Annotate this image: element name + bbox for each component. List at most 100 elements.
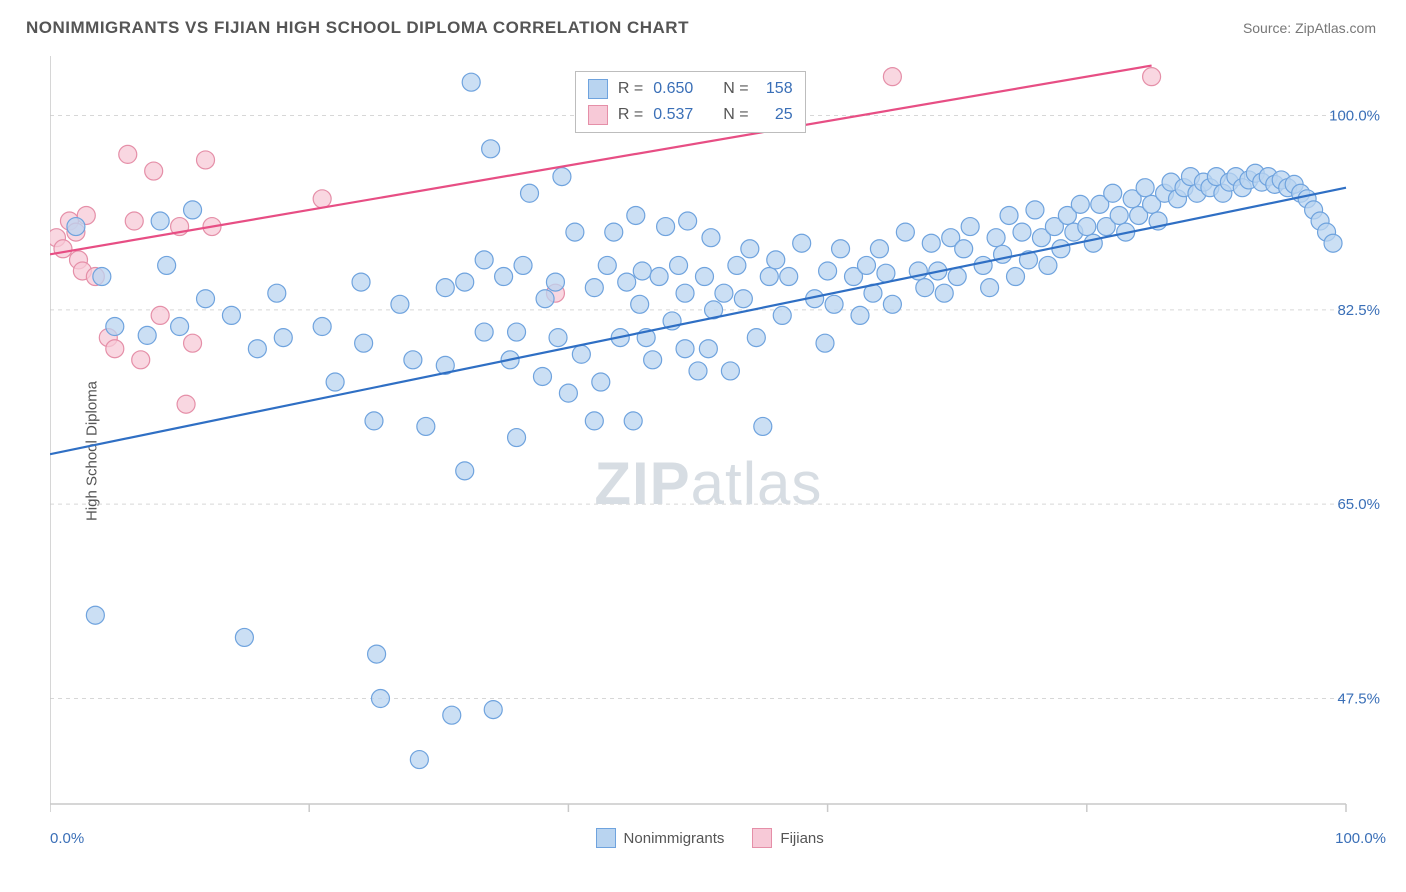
data-point-blue — [158, 256, 176, 274]
y-tick-label: 65.0% — [1337, 496, 1380, 513]
data-point-blue — [679, 212, 697, 230]
data-point-blue — [585, 279, 603, 297]
data-point-blue — [572, 345, 590, 363]
legend-item-nonimmigrants: Nonimmigrants — [596, 828, 725, 848]
data-point-blue — [436, 279, 454, 297]
data-point-pink — [1143, 68, 1161, 86]
data-point-blue — [566, 223, 584, 241]
data-point-blue — [695, 268, 713, 286]
data-point-blue — [987, 229, 1005, 247]
data-point-blue — [171, 318, 189, 336]
data-point-blue — [222, 306, 240, 324]
data-point-pink — [54, 240, 72, 258]
data-point-blue — [456, 273, 474, 291]
data-point-blue — [857, 256, 875, 274]
data-point-blue — [825, 295, 843, 313]
data-point-blue — [689, 362, 707, 380]
data-point-blue — [627, 206, 645, 224]
data-point-blue — [935, 284, 953, 302]
data-point-blue — [495, 268, 513, 286]
data-point-blue — [391, 295, 409, 313]
data-point-blue — [197, 290, 215, 308]
data-point-blue — [417, 417, 435, 435]
data-point-blue — [1110, 206, 1128, 224]
stat-row-blue: R =0.650N =158 — [576, 76, 805, 102]
data-point-pink — [883, 68, 901, 86]
data-point-blue — [728, 256, 746, 274]
data-point-blue — [1104, 184, 1122, 202]
data-point-blue — [747, 329, 765, 347]
data-point-blue — [371, 690, 389, 708]
data-point-blue — [553, 168, 571, 186]
data-point-blue — [916, 279, 934, 297]
data-point-blue — [896, 223, 914, 241]
stat-n-value: 158 — [759, 80, 793, 98]
data-point-blue — [624, 412, 642, 430]
data-point-blue — [106, 318, 124, 336]
x-min-label: 0.0% — [50, 830, 84, 847]
data-point-blue — [67, 218, 85, 236]
data-point-blue — [598, 256, 616, 274]
data-point-blue — [741, 240, 759, 258]
data-point-blue — [1026, 201, 1044, 219]
regression-line-blue — [50, 188, 1346, 455]
data-point-blue — [508, 429, 526, 447]
stat-n-label: N = — [723, 106, 748, 124]
data-point-blue — [365, 412, 383, 430]
data-point-blue — [793, 234, 811, 252]
legend-swatch — [596, 828, 616, 848]
data-point-blue — [1071, 195, 1089, 213]
data-point-blue — [767, 251, 785, 269]
data-point-blue — [138, 326, 156, 344]
data-point-pink — [184, 334, 202, 352]
data-point-blue — [86, 606, 104, 624]
data-point-blue — [1052, 240, 1070, 258]
data-point-blue — [618, 273, 636, 291]
data-point-blue — [870, 240, 888, 258]
stat-r-value: 0.650 — [653, 80, 693, 98]
chart-source: Source: ZipAtlas.com — [1243, 20, 1376, 36]
data-point-blue — [533, 367, 551, 385]
data-point-pink — [313, 190, 331, 208]
series-legend: NonimmigrantsFijians — [596, 828, 824, 848]
data-point-blue — [508, 323, 526, 341]
data-point-blue — [670, 256, 688, 274]
data-point-blue — [877, 264, 895, 282]
data-point-blue — [482, 140, 500, 158]
data-point-blue — [702, 229, 720, 247]
legend-swatch — [752, 828, 772, 848]
data-point-blue — [1136, 179, 1154, 197]
stat-n-label: N = — [723, 80, 748, 98]
data-point-blue — [248, 340, 266, 358]
data-point-blue — [734, 290, 752, 308]
stat-swatch — [588, 105, 608, 125]
data-point-pink — [106, 340, 124, 358]
data-point-blue — [851, 306, 869, 324]
data-point-blue — [773, 306, 791, 324]
data-point-blue — [592, 373, 610, 391]
data-point-blue — [948, 268, 966, 286]
data-point-blue — [1324, 234, 1342, 252]
data-point-blue — [546, 273, 564, 291]
legend-label: Nonimmigrants — [624, 830, 725, 847]
data-point-pink — [132, 351, 150, 369]
x-axis-footer: 0.0% NonimmigrantsFijians 100.0% — [50, 828, 1386, 848]
data-point-blue — [883, 295, 901, 313]
data-point-blue — [559, 384, 577, 402]
data-point-blue — [754, 417, 772, 435]
data-point-blue — [650, 268, 668, 286]
data-point-blue — [819, 262, 837, 280]
chart-header: NONIMMIGRANTS VS FIJIAN HIGH SCHOOL DIPL… — [0, 0, 1406, 48]
data-point-blue — [443, 706, 461, 724]
data-point-blue — [1007, 268, 1025, 286]
stat-n-value: 25 — [759, 106, 793, 124]
data-point-blue — [605, 223, 623, 241]
data-point-blue — [676, 340, 694, 358]
data-point-blue — [816, 334, 834, 352]
data-point-blue — [633, 262, 651, 280]
data-point-blue — [922, 234, 940, 252]
data-point-blue — [1013, 223, 1031, 241]
data-point-blue — [184, 201, 202, 219]
data-point-blue — [699, 340, 717, 358]
data-point-blue — [760, 268, 778, 286]
